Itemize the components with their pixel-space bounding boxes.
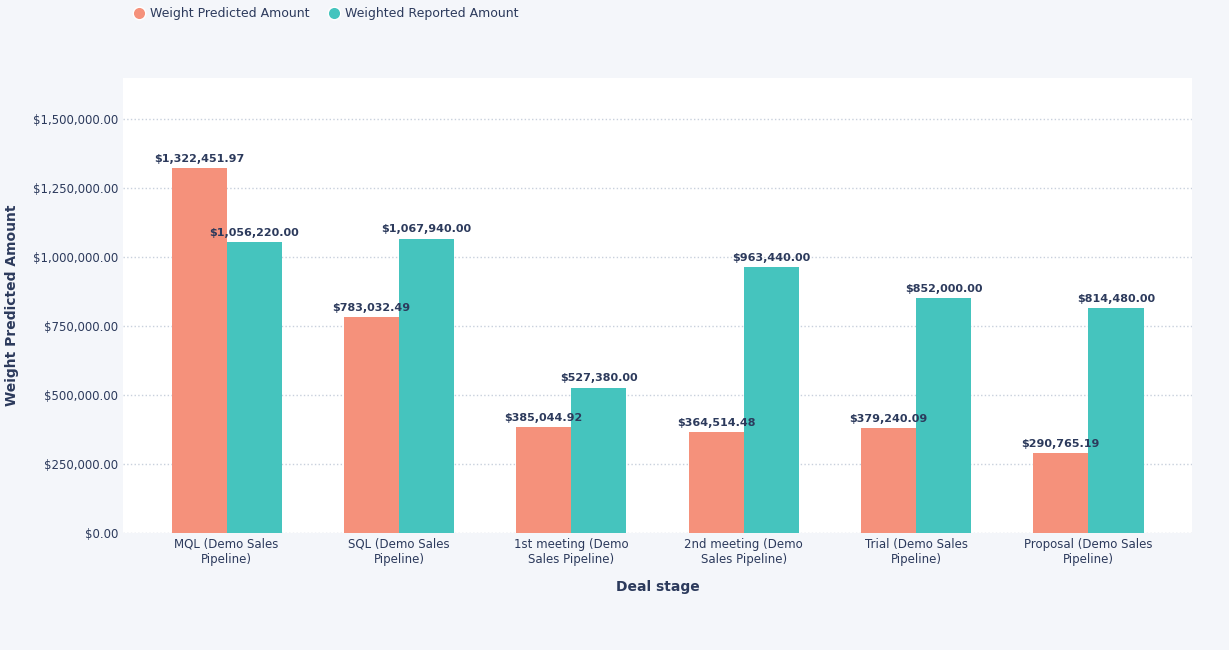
Bar — [860, 428, 916, 533]
Bar — [226, 242, 281, 533]
Text: $527,380.00: $527,380.00 — [560, 374, 638, 383]
Text: $1,056,220.00: $1,056,220.00 — [209, 227, 299, 238]
X-axis label: Deal stage: Deal stage — [616, 580, 699, 593]
Text: $385,044.92: $385,044.92 — [505, 413, 583, 422]
Text: $814,480.00: $814,480.00 — [1077, 294, 1155, 304]
Bar — [344, 317, 399, 533]
Bar — [571, 387, 627, 533]
Text: $290,765.19: $290,765.19 — [1021, 439, 1100, 448]
Bar — [688, 432, 744, 533]
Text: $1,067,940.00: $1,067,940.00 — [381, 224, 472, 235]
Text: $963,440.00: $963,440.00 — [732, 254, 810, 263]
Bar — [916, 298, 971, 533]
Bar — [744, 267, 799, 533]
Text: $852,000.00: $852,000.00 — [905, 284, 982, 294]
Text: $783,032.49: $783,032.49 — [332, 303, 410, 313]
Bar — [1034, 453, 1089, 533]
Bar — [1089, 308, 1143, 533]
Y-axis label: Weight Predicted Amount: Weight Predicted Amount — [5, 205, 18, 406]
Legend: Weight Predicted Amount, Weighted Reported Amount: Weight Predicted Amount, Weighted Report… — [129, 3, 524, 25]
Text: $379,240.09: $379,240.09 — [849, 414, 928, 424]
Bar — [172, 168, 226, 533]
Bar — [516, 427, 571, 533]
Text: $364,514.48: $364,514.48 — [677, 419, 756, 428]
Bar — [399, 239, 455, 533]
Text: $1,322,451.97: $1,322,451.97 — [154, 154, 245, 164]
